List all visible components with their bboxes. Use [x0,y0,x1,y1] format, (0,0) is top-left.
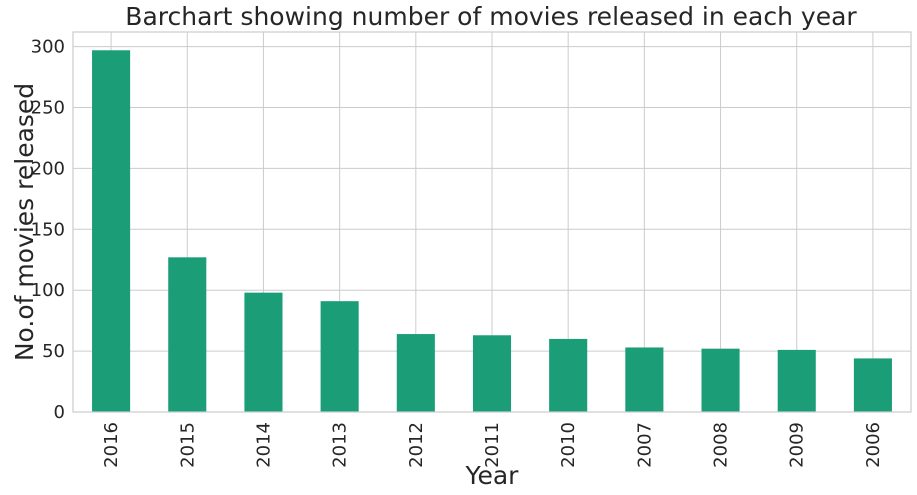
x-tick-label: 2015 [177,422,198,468]
y-tick-label: 100 [31,280,65,301]
bar-2007 [625,347,664,412]
x-tick-label: 2006 [863,422,884,468]
x-tick-label: 2012 [406,422,427,468]
x-tick-label: 2014 [253,422,274,468]
x-axis-label: Year [465,461,520,490]
plot-frame [72,31,912,413]
x-tick-label: 2007 [634,422,655,468]
x-tick-label: 2016 [101,422,122,468]
bar-2012 [396,334,435,412]
x-tick-label: 2009 [787,422,808,468]
y-tick-label: 300 [31,37,65,58]
bars-layer [92,50,892,413]
bar-2006 [853,358,892,412]
y-tick-label: 200 [31,158,65,179]
bar-2013 [320,301,359,412]
bar-2010 [549,338,588,412]
chart-title: Barchart showing number of movies releas… [125,2,857,31]
x-tick-label: 2010 [558,422,579,468]
y-tick-label: 150 [31,219,65,240]
bar-2014 [244,292,283,412]
x-tick-label: 2008 [711,422,732,468]
y-tick-labels: 0 50 100 150 200 250 300 [31,37,65,423]
bar-2011 [472,335,512,412]
bar-2015 [168,257,207,412]
bar-2009 [777,349,816,412]
x-tick-label: 2013 [330,422,351,468]
bar-2016 [92,50,131,413]
bar-2008 [701,348,740,412]
y-tick-label: 0 [54,402,65,423]
y-tick-label: 250 [31,98,65,119]
x-tick-labels: 2016 2015 2014 2013 2012 2011 2010 2007 2008 2009… [101,422,884,468]
x-tick-label: 2011 [482,422,503,468]
y-axis-label: No.of movies released [10,83,39,361]
y-tick-label: 50 [42,341,65,362]
